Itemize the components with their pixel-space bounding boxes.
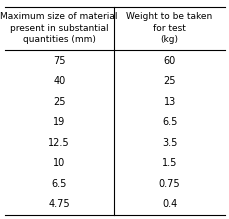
Text: 60: 60 <box>163 56 175 65</box>
Text: 3.5: 3.5 <box>161 138 177 148</box>
Text: 25: 25 <box>163 76 175 86</box>
Text: 75: 75 <box>53 56 65 65</box>
Text: 1.5: 1.5 <box>161 158 177 168</box>
Text: 10: 10 <box>53 158 65 168</box>
Text: 4.75: 4.75 <box>48 199 70 209</box>
Text: Weight to be taken
for test
(kg): Weight to be taken for test (kg) <box>126 12 212 44</box>
Text: 19: 19 <box>53 117 65 127</box>
Text: 13: 13 <box>163 97 175 107</box>
Text: 6.5: 6.5 <box>161 117 177 127</box>
Text: Maximum size of material
present in substantial
quantities (mm): Maximum size of material present in subs… <box>0 12 117 44</box>
Text: 0.75: 0.75 <box>158 179 180 189</box>
Text: 40: 40 <box>53 76 65 86</box>
Text: 0.4: 0.4 <box>161 199 177 209</box>
Text: 12.5: 12.5 <box>48 138 70 148</box>
Text: 25: 25 <box>53 97 65 107</box>
Text: 6.5: 6.5 <box>51 179 67 189</box>
